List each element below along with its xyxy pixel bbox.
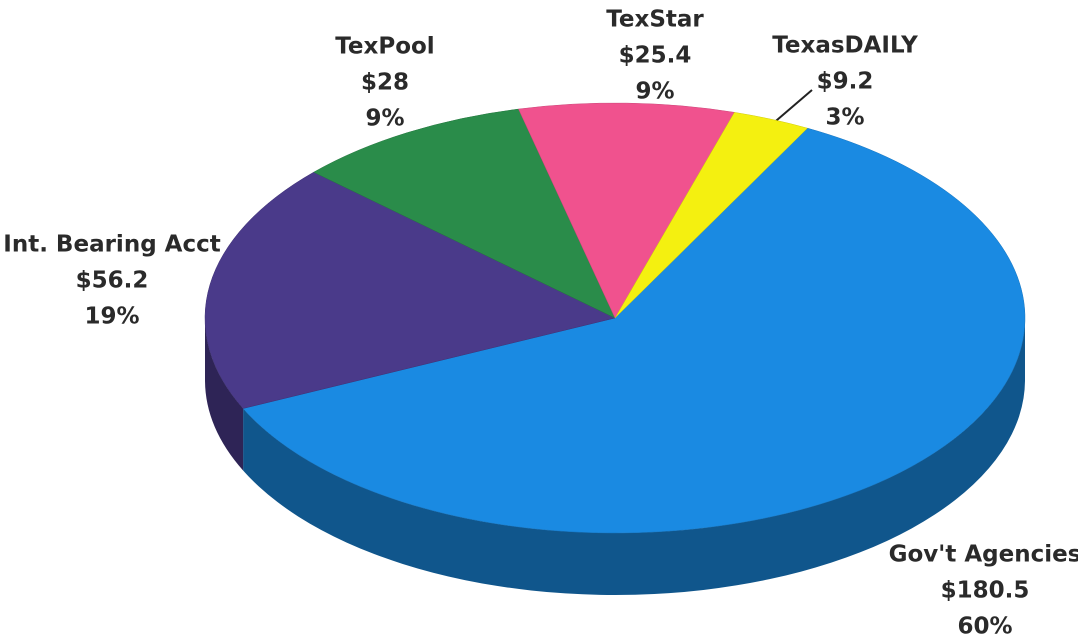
slice-percent-label: 19% xyxy=(84,304,139,330)
slice-percent-label: 9% xyxy=(635,79,674,105)
slice xyxy=(518,102,735,319)
leader-line xyxy=(769,89,813,127)
slice-value-label: $9.2 xyxy=(817,69,874,95)
slice-label: TexasDAILY xyxy=(772,33,918,59)
slice xyxy=(614,112,808,319)
slice-value-label: $28 xyxy=(361,70,409,96)
slice-side xyxy=(243,318,1025,596)
slice xyxy=(242,127,1026,534)
slice-side xyxy=(205,318,244,471)
slice-percent-label: 3% xyxy=(825,105,864,131)
slice-label: Int. Bearing Acct xyxy=(3,232,220,258)
slice-label: TexStar xyxy=(606,7,704,33)
slice-percent-label: 60% xyxy=(957,614,1012,640)
slice-value-label: $180.5 xyxy=(941,578,1030,604)
slice xyxy=(313,108,616,319)
slice-value-label: $25.4 xyxy=(619,43,692,69)
slice-label: Gov't Agencies xyxy=(889,542,1078,568)
slice-percent-label: 9% xyxy=(365,106,404,132)
slice xyxy=(204,171,616,409)
slice-label: TexPool xyxy=(335,34,434,60)
slice-value-label: $56.2 xyxy=(76,268,149,294)
